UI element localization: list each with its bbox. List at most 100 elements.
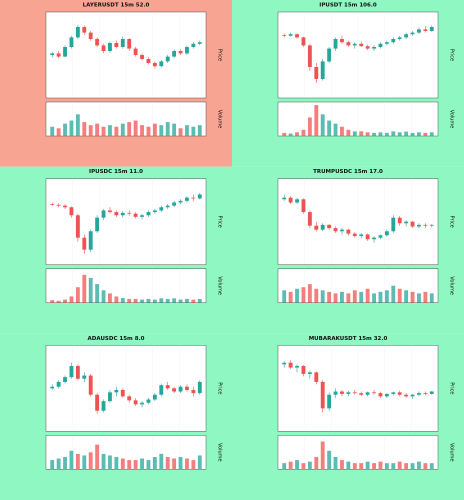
candle-body — [352, 233, 357, 237]
candle-body — [288, 34, 293, 36]
volume-bar — [340, 291, 344, 303]
candle-body — [429, 27, 434, 31]
candle-body — [423, 29, 428, 31]
chart-title: IPUSDT 15m 106.0 — [319, 3, 377, 9]
volume-bar — [114, 126, 119, 136]
volume-bar — [114, 296, 119, 303]
volume-bar — [95, 284, 100, 303]
candle-body — [82, 27, 87, 33]
volume-bar — [314, 288, 319, 303]
chart-title: TRUMPUSDC 15m 17.0 — [313, 169, 383, 175]
volume-bar — [404, 290, 409, 303]
candle-body — [295, 365, 299, 368]
candle-body — [307, 45, 312, 67]
volume-bar — [82, 274, 87, 303]
candle-body — [82, 375, 87, 379]
candle-body — [178, 386, 183, 392]
volume-axis-label: Volume — [217, 276, 223, 295]
volume-bar — [127, 298, 132, 303]
candle-body — [159, 61, 164, 67]
volume-bar — [295, 460, 299, 470]
y-axis-label: Price — [449, 216, 455, 228]
volume-bar — [307, 284, 312, 303]
candle-body — [191, 197, 196, 199]
panel: IPUSDT 15m 106.0 Price Volume — [232, 0, 464, 167]
volume-bar — [152, 299, 157, 303]
volume-bar — [95, 444, 100, 470]
candle-body — [127, 39, 132, 49]
panel: TRUMPUSDC 15m 17.0 Price Volume — [232, 166, 464, 334]
candle-body — [320, 381, 325, 409]
volume-bar — [197, 298, 202, 303]
candle-body — [301, 37, 306, 46]
volume-bar — [295, 132, 299, 136]
candle-body — [120, 389, 125, 397]
candle-body — [108, 43, 112, 51]
candle-body — [410, 221, 415, 227]
candle-body — [320, 224, 325, 230]
volume-bar — [384, 463, 389, 470]
volume-bar — [365, 288, 370, 303]
volume-bar — [120, 123, 125, 136]
volume-bar — [429, 463, 434, 470]
volume-bar — [288, 291, 293, 303]
candle-body — [423, 393, 428, 394]
candle-body — [185, 47, 189, 54]
volume-bar — [333, 123, 338, 136]
volume-bar — [108, 455, 112, 470]
volume-bar — [346, 129, 351, 136]
volume-bar — [75, 287, 80, 303]
candle-body — [159, 207, 164, 211]
candle-body — [88, 231, 93, 250]
candle-body — [359, 234, 364, 237]
candle-body — [359, 393, 364, 395]
volume-bar — [423, 463, 428, 470]
candle-body — [172, 388, 177, 392]
volume-bar — [88, 452, 93, 470]
volume-bar — [82, 122, 87, 136]
candle-body — [108, 210, 112, 213]
volume-bar — [159, 298, 164, 303]
candle-body — [282, 35, 287, 36]
candle-body — [404, 34, 409, 38]
candle-body — [114, 212, 119, 216]
candle-body — [165, 385, 170, 389]
volume-bar — [178, 299, 183, 303]
chart-title: LAYERUSDT 15m 52.0 — [83, 3, 150, 9]
candle-body — [410, 394, 415, 397]
volume-bar — [346, 461, 351, 470]
volume-bar — [295, 288, 299, 303]
volume-bar — [282, 132, 287, 136]
volume-bar — [320, 290, 325, 303]
candle-body — [372, 237, 376, 240]
candle-body — [140, 215, 144, 217]
volume-axis-label: Volume — [217, 443, 223, 462]
volume-bar — [146, 460, 151, 470]
candle-body — [56, 53, 61, 57]
candle-body — [197, 194, 202, 199]
volume-bar — [301, 287, 306, 303]
candle-body — [346, 229, 351, 234]
volume-bar — [56, 458, 61, 470]
volume-axis-label: Volume — [449, 443, 455, 462]
panel: LAYERUSDT 15m 52.0 Price Volume — [0, 0, 232, 167]
candle-body — [75, 215, 80, 238]
volume-bar — [352, 131, 357, 136]
candle-body — [63, 377, 67, 382]
volume-bar — [340, 126, 344, 136]
candle-body — [133, 48, 138, 55]
volume-bar — [165, 456, 170, 470]
volume-bar — [314, 105, 319, 136]
candle-body — [120, 39, 125, 47]
volume-bar — [410, 132, 415, 136]
volume-bar — [165, 298, 170, 303]
candle-body — [69, 37, 74, 47]
volume-bar — [372, 463, 376, 470]
candle-body — [333, 39, 338, 49]
volume-bar — [197, 125, 202, 136]
candle-body — [404, 221, 409, 224]
candle-body — [140, 402, 144, 405]
candle-body — [340, 229, 344, 232]
candle-body — [178, 200, 183, 203]
